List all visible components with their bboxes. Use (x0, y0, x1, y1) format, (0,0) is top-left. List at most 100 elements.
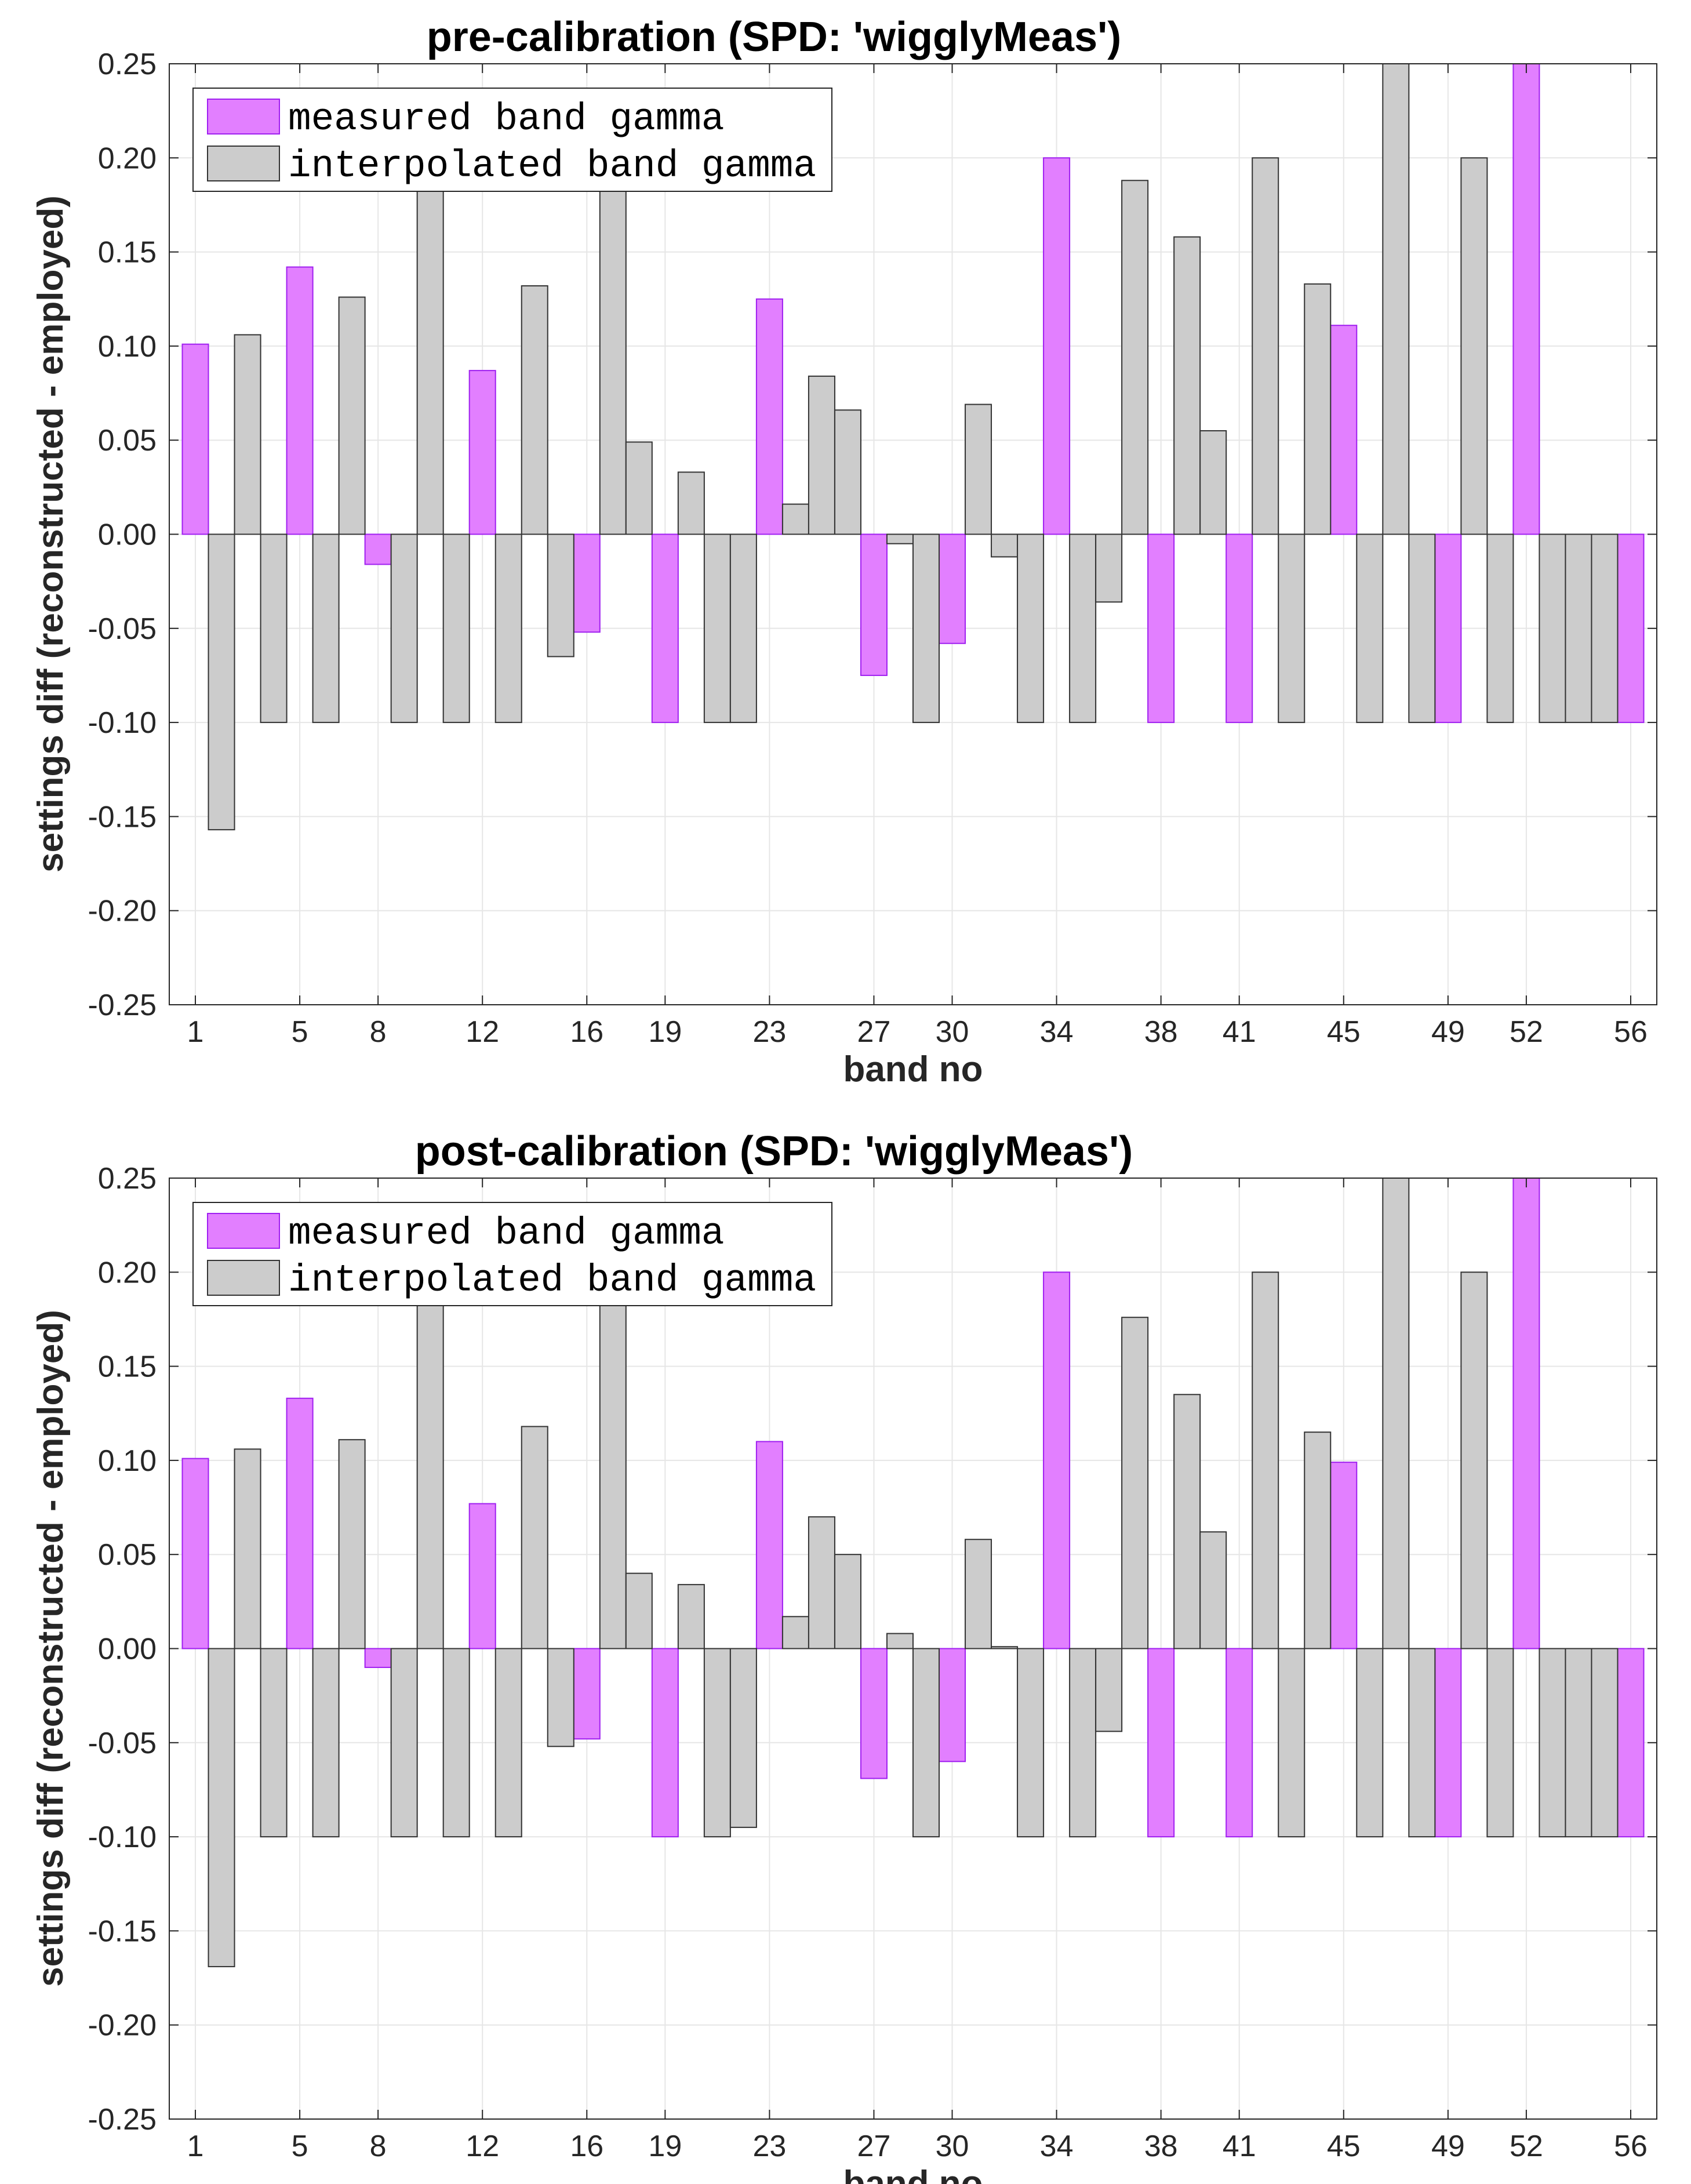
interpolated-bar (703, 1648, 731, 1838)
y-tick-label: 0.20 (98, 141, 157, 175)
measured-bar (1434, 533, 1462, 724)
y-tick-label: -0.20 (88, 895, 157, 928)
interpolated-bar (1199, 430, 1227, 535)
measured-bar (651, 533, 679, 724)
measured-bar (939, 533, 966, 644)
measured-bar (755, 298, 783, 535)
measured-bar (1043, 1271, 1071, 1649)
measured-bar (1330, 325, 1358, 535)
y-tick-label: -0.15 (88, 1914, 157, 1948)
interpolated-bar (1565, 1648, 1592, 1838)
interpolated-bar (808, 375, 835, 535)
interpolated-bar (1382, 1178, 1410, 1649)
interpolated-bar (208, 1648, 235, 1968)
interpolated-bar (1408, 1648, 1436, 1838)
interpolated-bar (1460, 1271, 1488, 1649)
legend-box (192, 88, 832, 192)
interpolated-bar (886, 1633, 914, 1649)
interpolated-bar (991, 533, 1019, 558)
post-calibration-panel: post-calibration (SPD: 'wigglyMeas') -0.… (31, 1128, 1657, 2184)
y-axis-label: settings diff (reconstructed - employed) (31, 195, 71, 873)
x-tick-label: 34 (1040, 2130, 1074, 2163)
interpolated-bar (1252, 1271, 1279, 1649)
measured-bar (181, 1458, 209, 1649)
legend: measured band gamma interpolated band ga… (192, 1202, 832, 1306)
measured-bar (755, 1441, 783, 1649)
interpolated-bar (781, 1616, 809, 1649)
interpolated-bar (1199, 1531, 1227, 1649)
y-tick-label: 0.25 (98, 1162, 157, 1195)
x-tick-label: 45 (1327, 1015, 1361, 1049)
interpolated-bar (965, 404, 992, 535)
interpolated-bar (1173, 1394, 1201, 1649)
y-tick-label: 0.05 (98, 1538, 157, 1572)
interpolated-bar (781, 503, 809, 535)
measured-bar (1434, 1648, 1462, 1838)
measured-bar (860, 533, 888, 676)
interpolated-bar (965, 1539, 992, 1649)
legend: measured band gamma interpolated band ga… (192, 88, 832, 192)
x-tick-label: 38 (1144, 2130, 1178, 2163)
measured-bar (1330, 1462, 1358, 1649)
x-tick-label: 30 (936, 1015, 969, 1049)
x-axis-ticks: 1 5 8 12 16 19 23 27 30 34 38 41 45 49 52 56 (187, 1178, 1648, 2163)
interpolated-bar (547, 1648, 574, 1747)
x-tick-label: 49 (1431, 1015, 1465, 1049)
y-tick-label: 0.10 (98, 1444, 157, 1478)
interpolated-bar (1460, 157, 1488, 535)
interpolated-bar (416, 166, 444, 535)
measured-bar (1147, 533, 1175, 724)
legend-swatch-interpolated (207, 146, 280, 181)
interpolated-bar (834, 1554, 861, 1649)
interpolated-bar (390, 533, 418, 724)
interpolated-bar (1356, 533, 1384, 724)
interpolated-bar (416, 1281, 444, 1649)
interpolated-bar (1173, 236, 1201, 535)
x-tick-label: 1 (187, 1015, 204, 1049)
chart-title: pre-calibration (SPD: 'wigglyMeas') (427, 14, 1121, 60)
interpolated-bar (1382, 63, 1410, 535)
measured-bar (860, 1648, 888, 1779)
x-tick-label: 52 (1510, 2130, 1543, 2163)
x-tick-label: 27 (857, 2130, 891, 2163)
x-tick-label: 8 (370, 2130, 387, 2163)
interpolated-bar (599, 176, 627, 535)
interpolated-bar (1304, 1431, 1332, 1649)
x-tick-label: 19 (648, 1015, 682, 1049)
interpolated-bar (1069, 1648, 1097, 1838)
measured-bar (181, 343, 209, 535)
x-tick-label: 38 (1144, 1015, 1178, 1049)
interpolated-bar (1095, 533, 1123, 603)
interpolated-bar (260, 1648, 288, 1838)
measured-bar (1043, 157, 1071, 535)
y-tick-label: -0.05 (88, 1727, 157, 1760)
measured-bar (1512, 1178, 1540, 1649)
bars (181, 63, 1645, 831)
interpolated-bar (599, 1290, 627, 1649)
measured-bar (286, 1397, 314, 1649)
measured-bar (1225, 533, 1253, 724)
y-tick-label: -0.20 (88, 2009, 157, 2043)
interpolated-bar (834, 409, 861, 535)
interpolated-bar (703, 533, 731, 724)
y-tick-label: 0.05 (98, 424, 157, 457)
interpolated-bar (677, 1584, 705, 1649)
interpolated-bar (521, 1426, 548, 1649)
interpolated-bar (1486, 533, 1514, 724)
interpolated-bar (1252, 157, 1279, 535)
interpolated-bar (1356, 1648, 1384, 1838)
interpolated-bar (1017, 533, 1045, 724)
x-tick-label: 52 (1510, 1015, 1543, 1049)
x-tick-label: 5 (292, 2130, 308, 2163)
interpolated-bar (912, 1648, 940, 1838)
x-tick-label: 30 (936, 2130, 969, 2163)
measured-bar (1617, 1648, 1645, 1838)
y-tick-label: -0.05 (88, 612, 157, 646)
measured-bar (573, 1648, 601, 1740)
x-tick-label: 1 (187, 2130, 204, 2163)
measured-bar (1147, 1648, 1175, 1838)
y-tick-label: -0.10 (88, 706, 157, 740)
interpolated-bar (625, 1572, 653, 1649)
interpolated-bar (1017, 1648, 1045, 1838)
legend-label-measured: measured band gamma (288, 1212, 725, 1255)
